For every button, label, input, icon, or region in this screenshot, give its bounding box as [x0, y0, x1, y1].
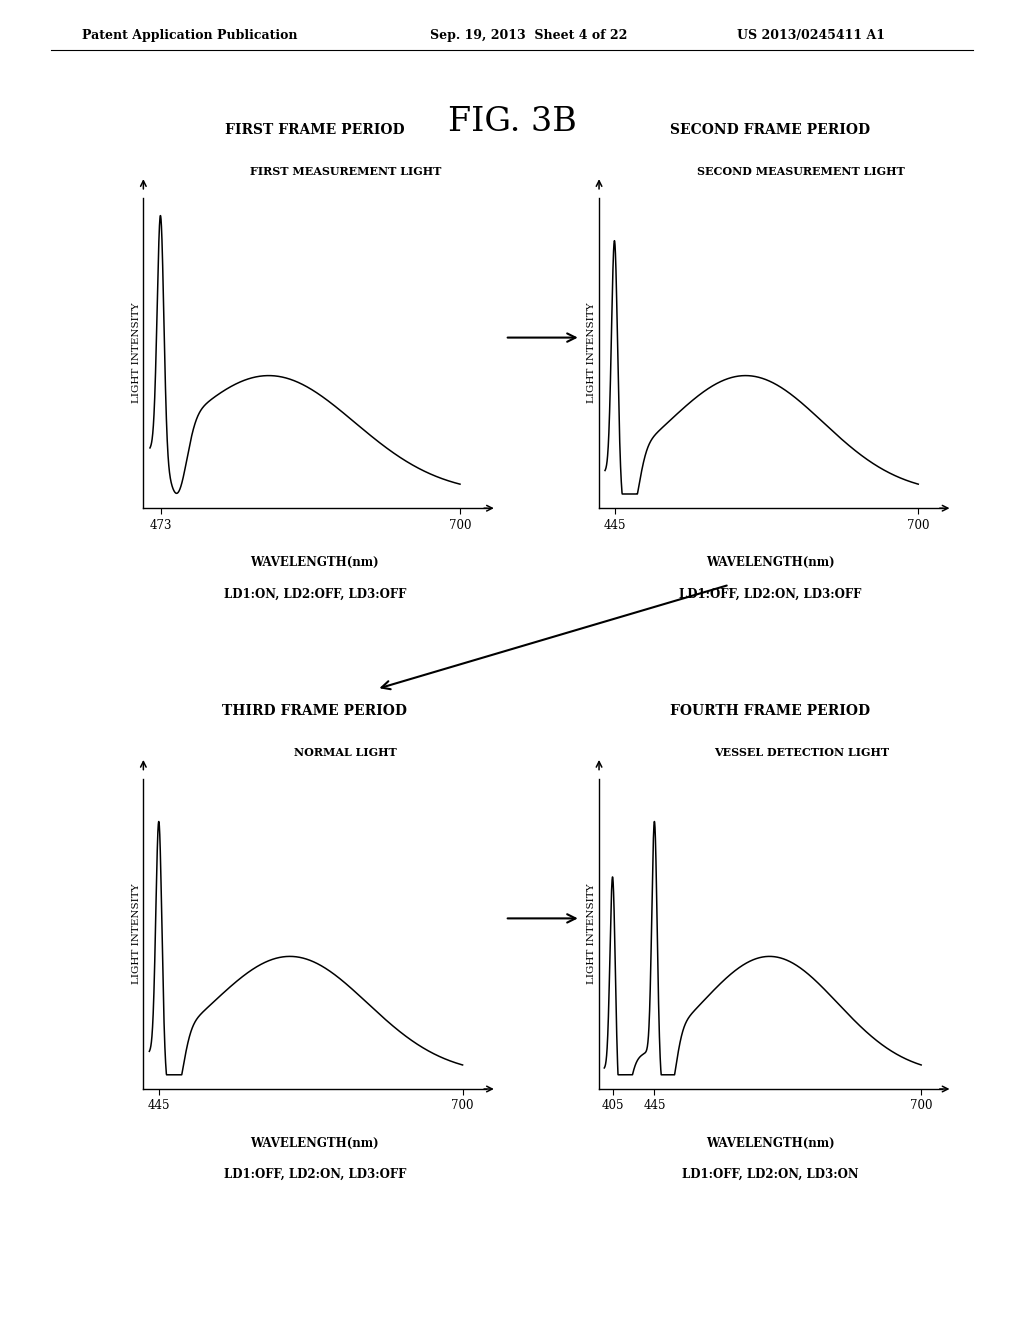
Y-axis label: LIGHT INTENSITY: LIGHT INTENSITY	[131, 302, 140, 404]
Text: WAVELENGTH(nm): WAVELENGTH(nm)	[251, 1137, 379, 1150]
Text: WAVELENGTH(nm): WAVELENGTH(nm)	[707, 556, 835, 569]
Text: US 2013/0245411 A1: US 2013/0245411 A1	[737, 29, 886, 42]
Y-axis label: LIGHT INTENSITY: LIGHT INTENSITY	[587, 302, 596, 404]
Text: LD1:OFF, LD2:ON, LD3:OFF: LD1:OFF, LD2:ON, LD3:OFF	[679, 587, 862, 601]
Text: WAVELENGTH(nm): WAVELENGTH(nm)	[251, 556, 379, 569]
Text: LD1:OFF, LD2:ON, LD3:ON: LD1:OFF, LD2:ON, LD3:ON	[682, 1168, 859, 1181]
Text: LD1:ON, LD2:OFF, LD3:OFF: LD1:ON, LD2:OFF, LD3:OFF	[223, 587, 407, 601]
Y-axis label: LIGHT INTENSITY: LIGHT INTENSITY	[131, 883, 140, 985]
Text: SECOND FRAME PERIOD: SECOND FRAME PERIOD	[671, 123, 870, 137]
Text: Sep. 19, 2013  Sheet 4 of 22: Sep. 19, 2013 Sheet 4 of 22	[430, 29, 628, 42]
Text: WAVELENGTH(nm): WAVELENGTH(nm)	[707, 1137, 835, 1150]
Text: FIRST FRAME PERIOD: FIRST FRAME PERIOD	[225, 123, 404, 137]
Text: Patent Application Publication: Patent Application Publication	[82, 29, 297, 42]
Text: SECOND MEASUREMENT LIGHT: SECOND MEASUREMENT LIGHT	[697, 166, 905, 177]
Y-axis label: LIGHT INTENSITY: LIGHT INTENSITY	[587, 883, 596, 985]
Text: NORMAL LIGHT: NORMAL LIGHT	[294, 747, 397, 758]
Text: FIG. 3B: FIG. 3B	[447, 106, 577, 137]
Text: VESSEL DETECTION LIGHT: VESSEL DETECTION LIGHT	[714, 747, 889, 758]
Text: THIRD FRAME PERIOD: THIRD FRAME PERIOD	[222, 704, 408, 718]
Text: FOURTH FRAME PERIOD: FOURTH FRAME PERIOD	[671, 704, 870, 718]
Text: FIRST MEASUREMENT LIGHT: FIRST MEASUREMENT LIGHT	[250, 166, 441, 177]
Text: LD1:OFF, LD2:ON, LD3:OFF: LD1:OFF, LD2:ON, LD3:OFF	[223, 1168, 407, 1181]
